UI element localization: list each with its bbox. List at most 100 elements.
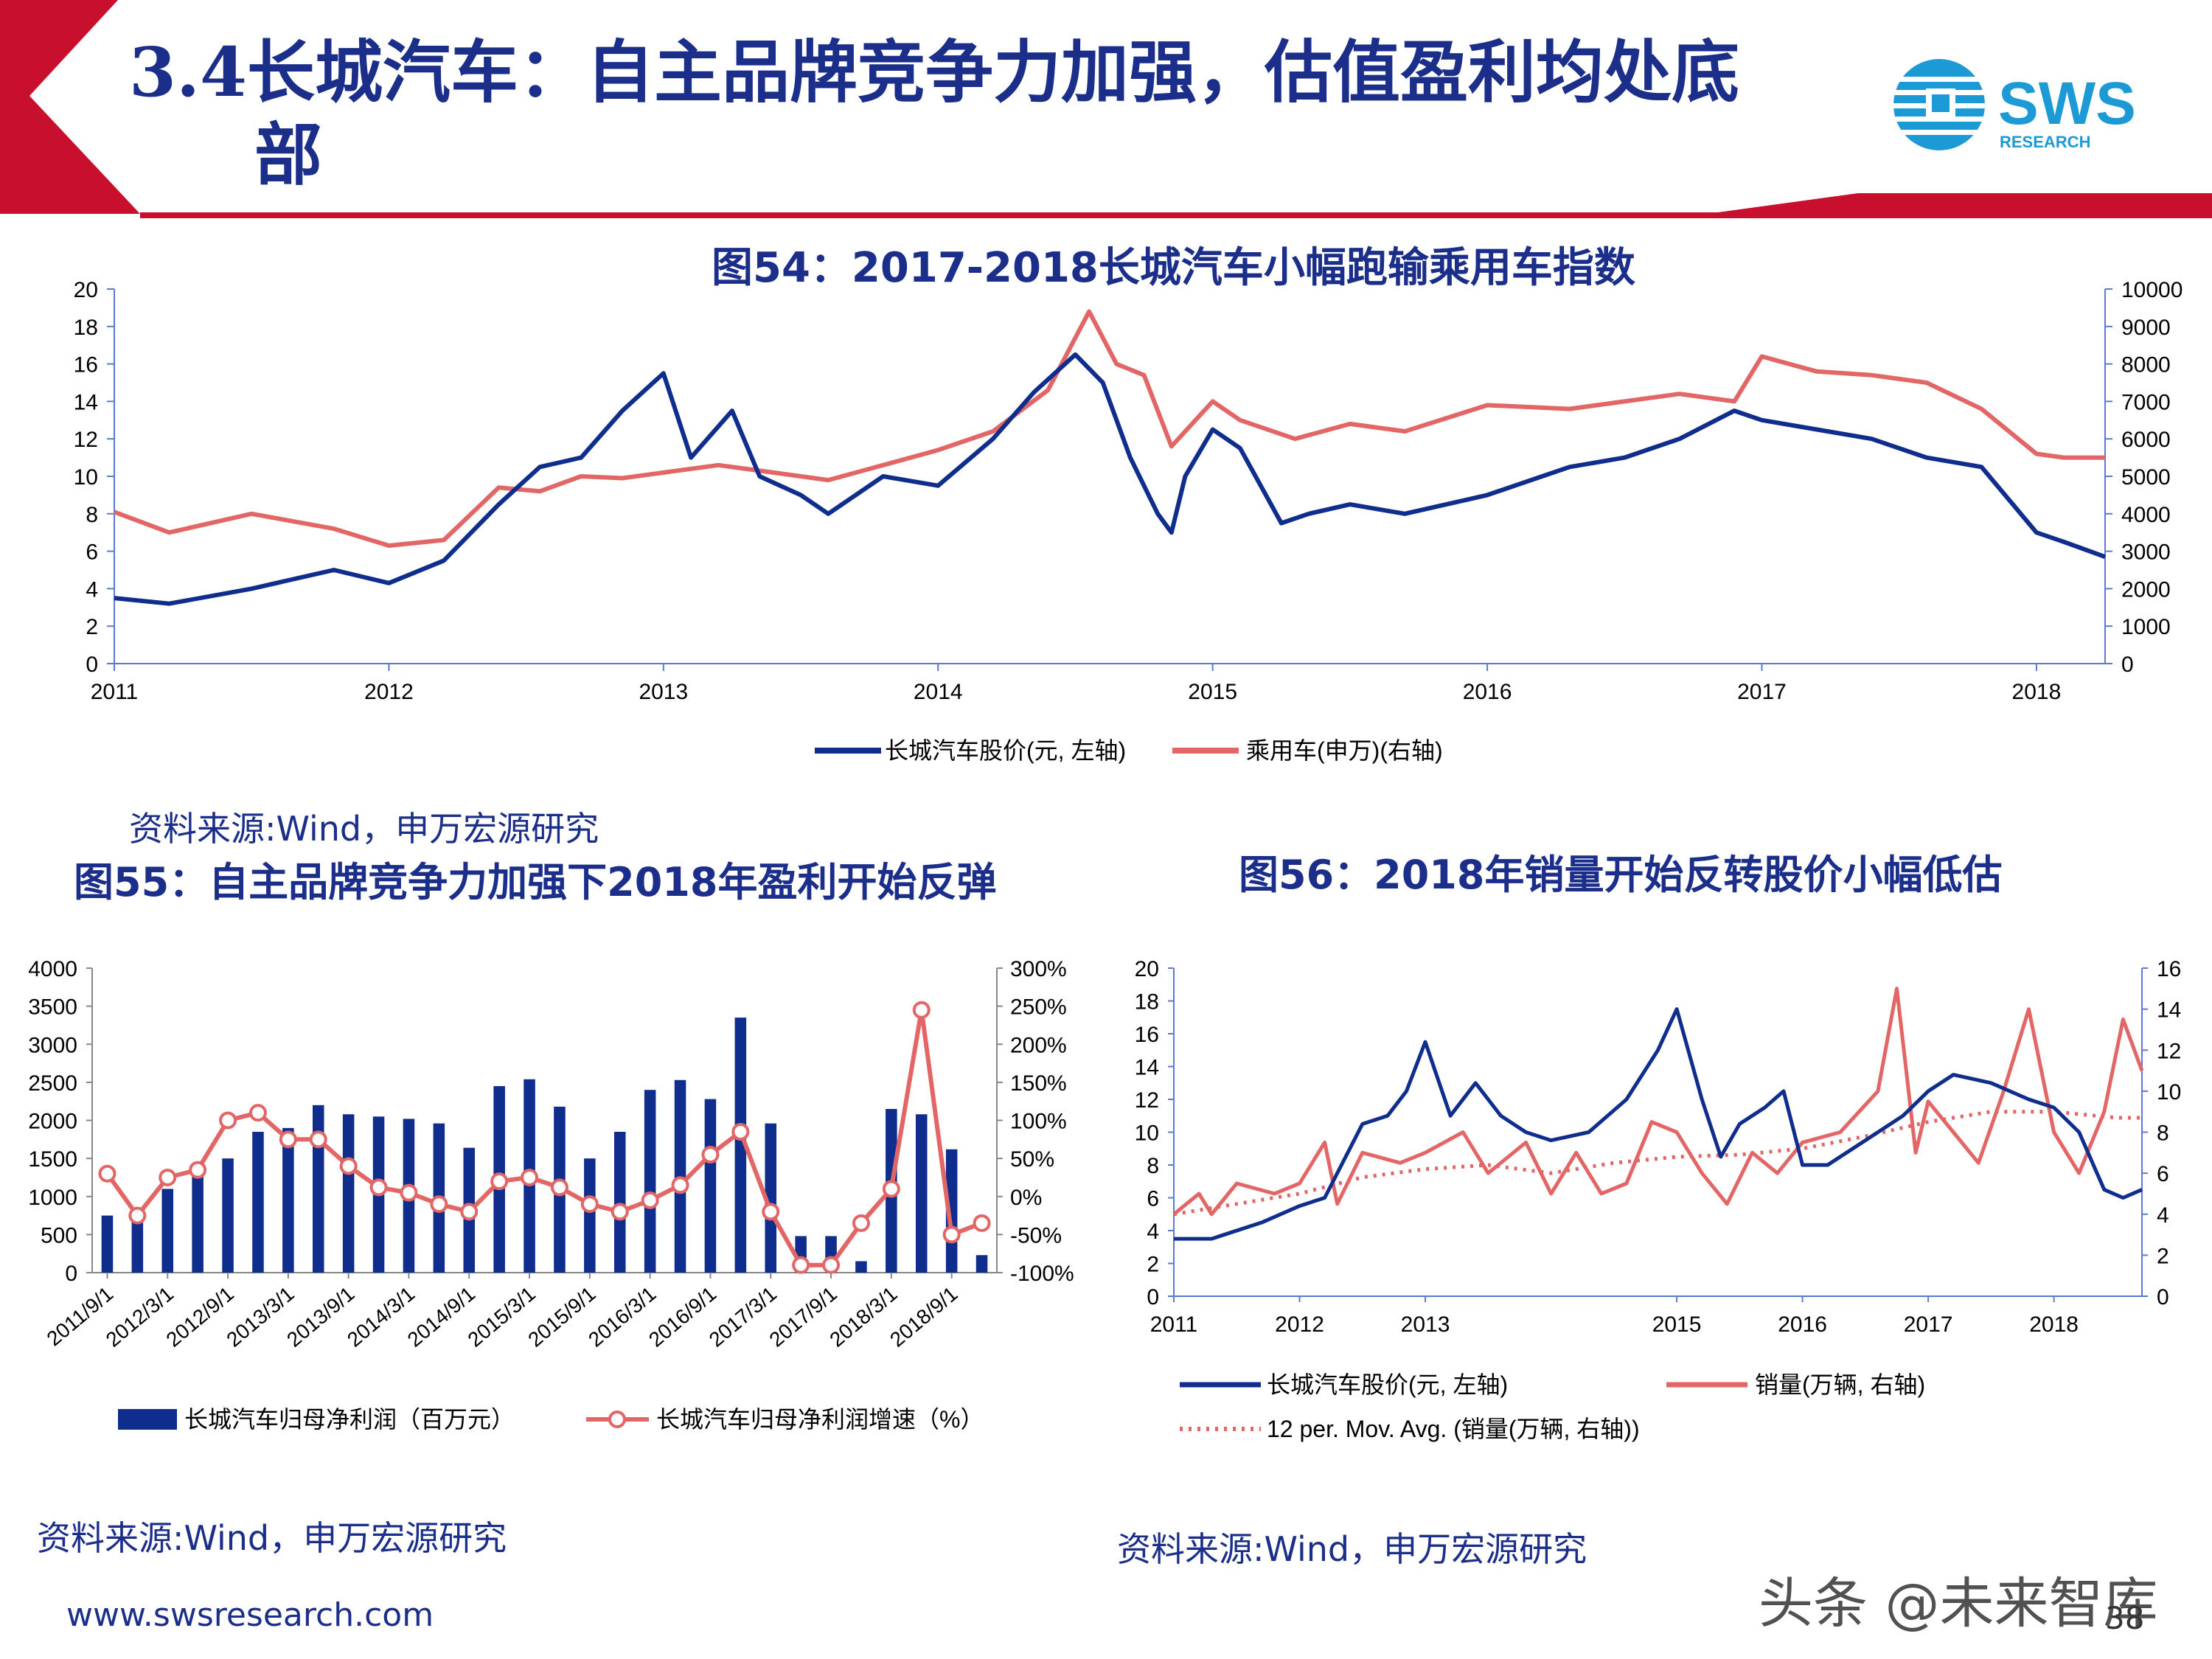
fig55-growth-point [460, 1203, 479, 1221]
fig56-left-tick-label: 6 [1147, 1187, 1159, 1211]
fig55-bar [282, 1127, 294, 1273]
page-number: 38 [2105, 1600, 2145, 1636]
fig54-left-tick-label: 6 [86, 540, 98, 565]
fig55-legend-swatch-1 [118, 1409, 177, 1430]
fig55-growth-point [792, 1256, 810, 1274]
header-decoration [0, 0, 2212, 218]
fig55-legend-label-2: 长城汽车归母净利润增速（%） [656, 1406, 984, 1433]
fig54-right-tick-label: 4000 [2121, 503, 2171, 527]
fig55-left-tick-label: 2500 [28, 1071, 77, 1096]
fig54-x-tick-label: 2012 [364, 680, 414, 704]
sws-logo: SWS RESEARCH [1893, 59, 2136, 151]
fig55-bar [734, 1018, 747, 1273]
fig54-right-tick-label: 8000 [2121, 353, 2171, 378]
fig56-x-tick-label: 2016 [1778, 1312, 1827, 1337]
fig55-growth-point [942, 1225, 961, 1244]
fig55-x-tick-label: 2013/9/1 [282, 1282, 358, 1352]
fig55-x-tick-label: 2017/3/1 [705, 1282, 781, 1352]
fig55-bar [613, 1131, 626, 1273]
fig56-left-tick-label: 4 [1147, 1220, 1159, 1244]
fig54-right-tick-label: 10000 [2121, 278, 2183, 302]
fig55-x-tick-label: 2014/9/1 [403, 1282, 479, 1352]
fig55-growth-point [762, 1203, 780, 1221]
fig56-x-tick-label: 2018 [2029, 1312, 2079, 1337]
fig55-title: 图55：自主品牌竞争力加强下2018年盈利开始反弹 [74, 859, 997, 905]
fig54-right-tick-label: 7000 [2121, 390, 2171, 414]
fig54-left-tick-label: 10 [74, 465, 98, 490]
fig56-left-tick-label: 14 [1135, 1056, 1159, 1080]
fig55-growth-point [973, 1214, 991, 1232]
fig55-bar [252, 1131, 264, 1273]
fig56-left-tick-label: 12 [1135, 1088, 1159, 1113]
fig56-series-line-3 [1173, 1110, 2142, 1217]
fig55-bar [312, 1105, 324, 1273]
fig55-growth-point [159, 1168, 177, 1186]
fig55-growth-line [105, 1007, 983, 1267]
fig55-growth-point [701, 1145, 720, 1164]
fig56-right-tick-label: 4 [2157, 1203, 2169, 1228]
fig55-x-tick-label: 2015/3/1 [463, 1282, 539, 1352]
fig55-growth-point [98, 1164, 116, 1183]
fig55-growth-point [430, 1195, 448, 1214]
fig54-legend-label-1: 长城汽车股价(元, 左轴) [885, 737, 1126, 764]
fig54-series-line-2 [113, 309, 2105, 548]
fig55-growth-point [912, 1001, 931, 1019]
fig56-right-tick-label: 16 [2157, 957, 2181, 981]
fig55-left-tick-label: 2000 [28, 1110, 77, 1134]
fig55-left-tick-label: 500 [41, 1223, 77, 1248]
fig56-left-tick-label: 10 [1135, 1121, 1159, 1146]
fig55-right-tick-label: -100% [1010, 1262, 1074, 1286]
watermark: 头条 @未来智库 [1759, 1572, 2158, 1635]
header-red-band [140, 193, 2212, 218]
fig54-x-tick-label: 2013 [639, 680, 688, 704]
slide-title: 3.4长城汽车：自主品牌竞争力加强，估值盈利均处底 部 [129, 31, 1913, 196]
fig56-x-tick-label: 2012 [1275, 1312, 1324, 1337]
fig54-right-tick-label: 1000 [2121, 615, 2171, 639]
fig54-x-tick-label: 2017 [1737, 680, 1787, 704]
fig55-bar [915, 1114, 928, 1273]
fig55-growth-point [852, 1214, 870, 1232]
fig55-growth-point [550, 1178, 568, 1197]
fig55-bar [644, 1090, 656, 1273]
fig56-series-line-2 [1172, 987, 2144, 1217]
fig54-title: 图54：2017-2018长城汽车小幅跑输乘用车指数 [712, 244, 1635, 292]
fig54-left-tick-label: 18 [74, 316, 98, 340]
fig55-legend-marker-2 [608, 1411, 626, 1428]
fig56-source: 资料来源:Wind，申万宏源研究 [1117, 1529, 1587, 1569]
fig55-source: 资料来源:Wind，申万宏源研究 [37, 1518, 507, 1558]
fig56-chart: 0 2 4 6 8 10 12 14 16 18 20 0 2 4 6 8 10 12 14 16 2011 2012 20… [1135, 957, 2182, 1442]
slide-title-line1: 3.4长城汽车：自主品牌竞争力加强，估值盈利均处底 [129, 32, 1740, 112]
fig55-left-tick-label: 4000 [28, 957, 77, 981]
fig56-legend-label-1: 长城汽车股价(元, 左轴) [1267, 1371, 1508, 1398]
fig55-left-tick-label: 1500 [28, 1147, 77, 1172]
fig55-growth-point [279, 1130, 297, 1149]
fig54-series-line-1 [114, 352, 2107, 606]
footer-url[interactable]: www.swsresearch.com [66, 1596, 434, 1634]
fig54-left-tick-label: 16 [74, 353, 98, 378]
fig55-growth-point [219, 1111, 237, 1130]
fig54-chart: 0 2 4 6 8 10 12 14 16 18 20 0 1000 2000 3000 4000 5000 60… [74, 278, 2183, 764]
fig54-right-tick-label: 9000 [2121, 316, 2171, 340]
fig56-right-tick-label: 10 [2157, 1080, 2181, 1105]
fig54-left-tick-label: 12 [74, 428, 98, 452]
slide-title-line2: 部 [254, 115, 323, 195]
fig55-right-tick-label: 50% [1010, 1147, 1054, 1172]
fig55-right-tick-label: 100% [1010, 1110, 1067, 1134]
fig56-right-tick-label: 6 [2157, 1162, 2169, 1186]
fig56-x-tick-label: 2013 [1401, 1312, 1450, 1337]
fig56-left-tick-label: 18 [1135, 990, 1159, 1015]
fig56-x-tick-label: 2015 [1652, 1312, 1702, 1337]
fig55-right-tick-label: 300% [1010, 957, 1067, 981]
fig56-right-tick-label: 2 [2157, 1244, 2169, 1268]
fig54-right-tick-label: 6000 [2121, 428, 2171, 452]
fig55-growth-point [400, 1183, 418, 1202]
fig56-left-tick-label: 0 [1147, 1285, 1159, 1310]
logo-main-text: SWS [1998, 70, 2136, 137]
fig55-right-tick-label: 200% [1010, 1033, 1067, 1057]
fig56-left-tick-label: 20 [1135, 957, 1159, 981]
fig55-growth-point [521, 1168, 539, 1186]
fig56-right-tick-label: 12 [2157, 1039, 2181, 1063]
fig55-x-tick-label: 2014/3/1 [343, 1282, 419, 1352]
fig56-right-tick-label: 0 [2157, 1285, 2169, 1310]
fig55-growth-point [490, 1172, 509, 1191]
